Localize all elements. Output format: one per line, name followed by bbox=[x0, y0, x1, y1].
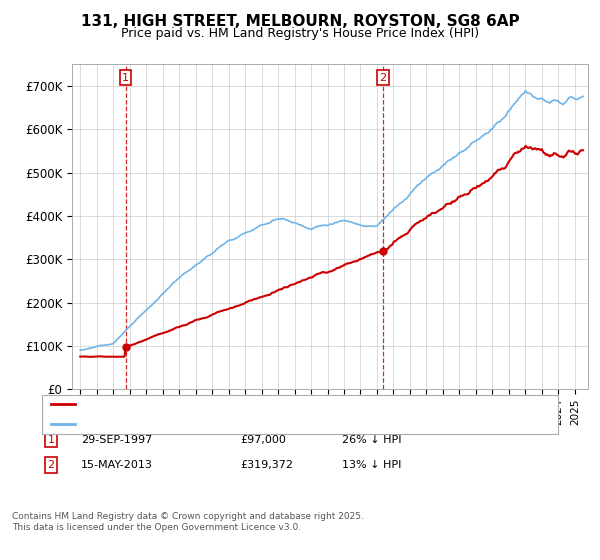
Text: HPI: Average price, detached house, South Cambridgeshire: HPI: Average price, detached house, Sout… bbox=[81, 419, 391, 430]
Text: 131, HIGH STREET, MELBOURN, ROYSTON, SG8 6AP: 131, HIGH STREET, MELBOURN, ROYSTON, SG8… bbox=[80, 14, 520, 29]
Text: Contains HM Land Registry data © Crown copyright and database right 2025.
This d: Contains HM Land Registry data © Crown c… bbox=[12, 512, 364, 532]
Text: Price paid vs. HM Land Registry's House Price Index (HPI): Price paid vs. HM Land Registry's House … bbox=[121, 27, 479, 40]
Text: 29-SEP-1997: 29-SEP-1997 bbox=[81, 435, 152, 445]
Text: £97,000: £97,000 bbox=[240, 435, 286, 445]
Text: 131, HIGH STREET, MELBOURN, ROYSTON, SG8 6AP (detached house): 131, HIGH STREET, MELBOURN, ROYSTON, SG8… bbox=[81, 399, 445, 409]
Text: 2: 2 bbox=[380, 72, 386, 82]
Text: 1: 1 bbox=[122, 72, 129, 82]
Text: 13% ↓ HPI: 13% ↓ HPI bbox=[342, 460, 401, 470]
Text: 15-MAY-2013: 15-MAY-2013 bbox=[81, 460, 153, 470]
Text: 2: 2 bbox=[47, 460, 55, 470]
Text: £319,372: £319,372 bbox=[240, 460, 293, 470]
Text: 1: 1 bbox=[47, 435, 55, 445]
Text: 26% ↓ HPI: 26% ↓ HPI bbox=[342, 435, 401, 445]
